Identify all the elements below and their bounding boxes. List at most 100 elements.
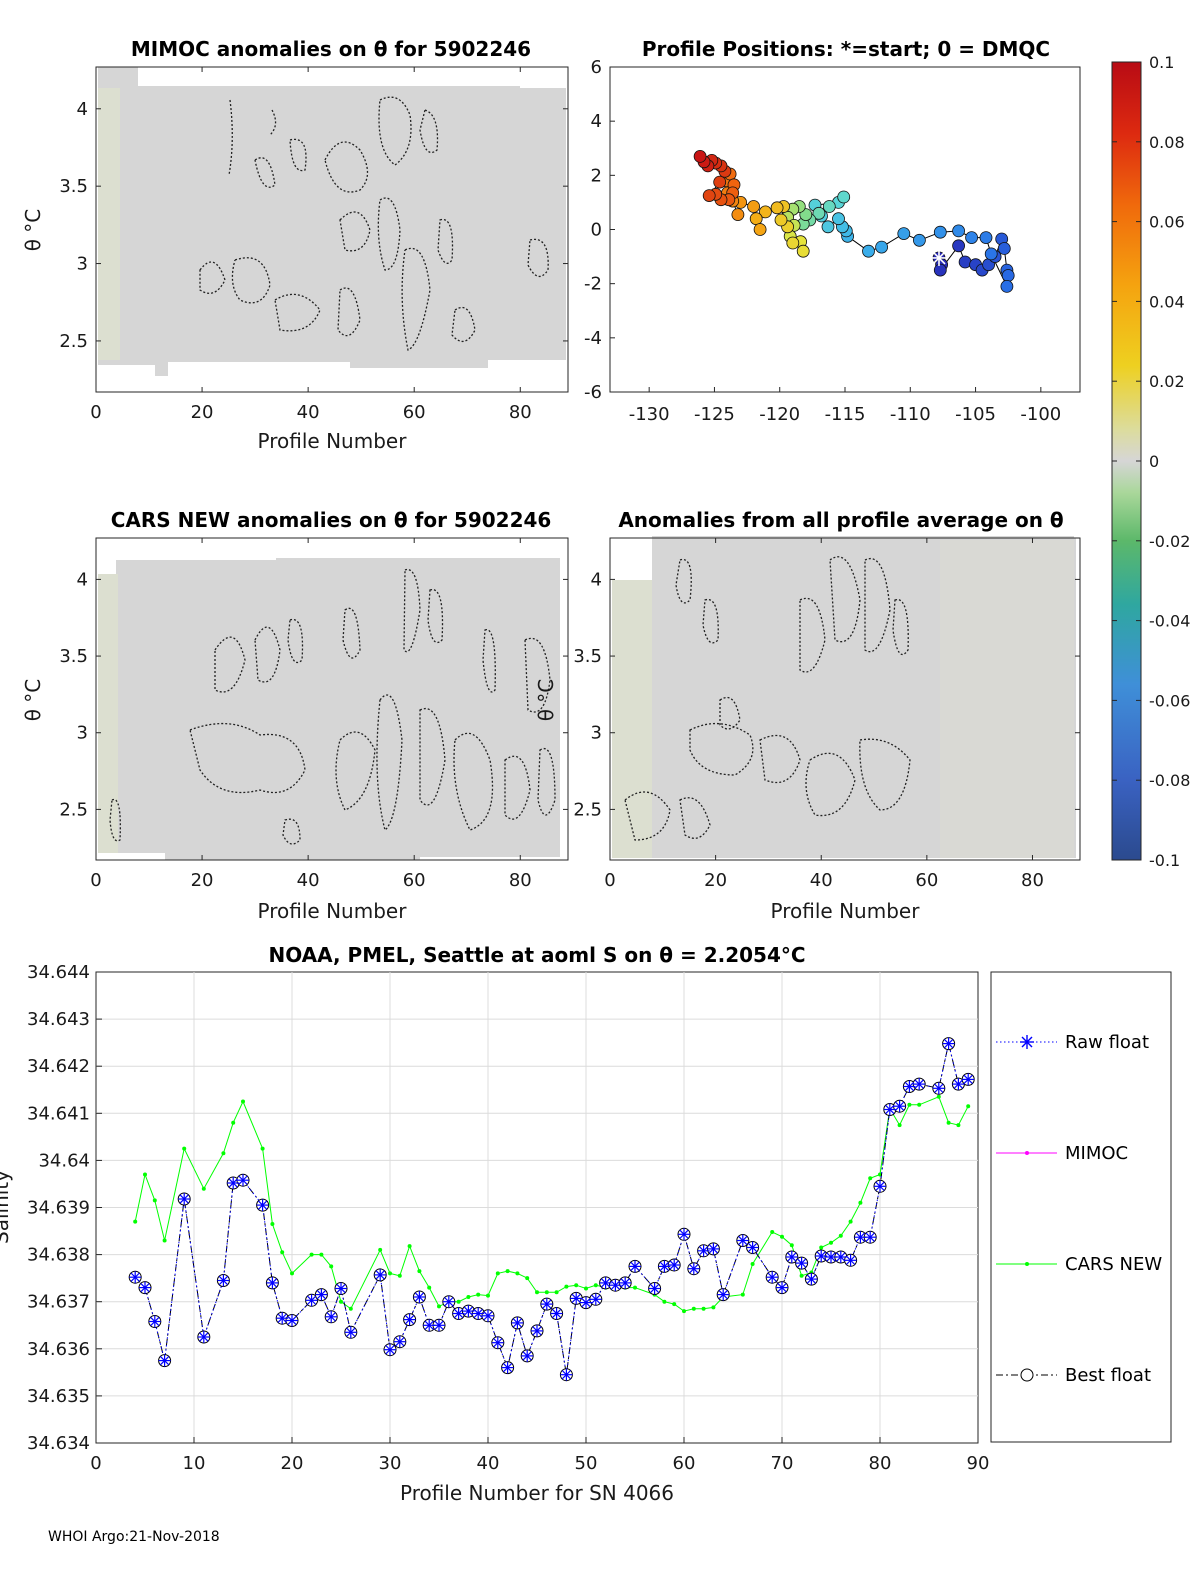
x-tick-label: 0 [604, 870, 615, 891]
cars-new-point [819, 1245, 824, 1250]
cars-new-point [682, 1309, 686, 1314]
cars-new-point [260, 1146, 265, 1151]
cars-new-point [407, 1244, 412, 1249]
cars-new-point [672, 1302, 677, 1307]
y-tick-label: 34.642 [27, 1056, 90, 1077]
asterisk-stroke [277, 1313, 287, 1323]
x-tick-label: 40 [477, 1453, 500, 1474]
cars-ylabel: θ °C [21, 679, 45, 722]
position-point [837, 190, 851, 204]
raw-float-point [668, 1259, 681, 1271]
raw-float-point [148, 1315, 161, 1328]
raw-float-point [962, 1073, 975, 1086]
avg-heatmap [612, 536, 1076, 858]
y-tick-label: 34.64 [38, 1150, 90, 1171]
position-point [693, 149, 707, 163]
raw-float-point [834, 1251, 847, 1263]
asterisk-stroke [159, 1355, 170, 1366]
position-point [952, 224, 965, 238]
cars-new-point [544, 1290, 549, 1295]
position-point [796, 244, 810, 258]
dot-marker-icon [1025, 1151, 1029, 1155]
raw-float-point [442, 1295, 455, 1308]
cars-new-point [466, 1295, 471, 1299]
y-tick-label: 2.5 [59, 331, 88, 352]
raw-float-point [217, 1274, 230, 1287]
avg-ylabel: θ °C [534, 679, 558, 722]
asterisk-stroke [620, 1278, 630, 1288]
y-tick-label: 3 [77, 254, 88, 275]
raw-float-point [276, 1312, 289, 1325]
cars-ticks: 0 20 40 60 80 2.5 3 3.5 4 [59, 538, 568, 891]
cars-new-point [339, 1299, 343, 1304]
avg-ticks: 0 20 40 60 80 2.5 3 3.5 4 [573, 538, 1080, 891]
position-point [759, 205, 772, 219]
cars-new-point [270, 1222, 275, 1226]
asterisk-stroke [963, 1074, 973, 1085]
cars-new-point [162, 1238, 167, 1243]
colorbar-tick-label: -0.02 [1149, 532, 1190, 551]
raw-float-point [256, 1199, 269, 1212]
positions-points [693, 149, 1015, 293]
asterisk-stroke [316, 1289, 327, 1300]
asterisk-stroke [444, 1297, 454, 1307]
cars-new-point [348, 1306, 353, 1311]
asterisk-stroke [836, 1252, 846, 1262]
asterisk-stroke [698, 1246, 709, 1256]
x-tick-label: -105 [955, 404, 996, 425]
asterisk-stroke [404, 1314, 415, 1325]
asterisk-stroke [199, 1332, 209, 1342]
colorbar: 0.1 0.08 0.06 0.04 0.02 0 -0.02 -0.04 -0.06 -0.08… [1111, 53, 1190, 870]
cars-new-point [201, 1186, 206, 1191]
asterisk-stroke [306, 1295, 317, 1305]
cars-new-point [740, 1292, 745, 1297]
asterisk-stroke [581, 1297, 591, 1308]
asterisk-stroke [718, 1289, 728, 1300]
raw-float-point [717, 1288, 730, 1301]
y-tick-label: 34.636 [27, 1339, 90, 1360]
cars-new-point [417, 1269, 422, 1274]
legend-label-raw-float: Raw float [1065, 1032, 1149, 1053]
asterisk-stroke [894, 1101, 905, 1111]
asterisk-stroke [336, 1283, 346, 1294]
x-tick-label: 0 [90, 870, 101, 891]
position-point [774, 213, 788, 227]
cars-new-point [515, 1271, 520, 1276]
raw-float-point [531, 1324, 543, 1337]
colorbar-tick-label: -0.06 [1149, 691, 1190, 710]
cars-new-point [241, 1099, 245, 1104]
colorbar-tick-label: 0.06 [1149, 213, 1185, 232]
position-point [984, 247, 998, 261]
mimoc-xlabel: Profile Number [258, 429, 408, 453]
cars-new-point [662, 1299, 667, 1304]
raw-float-point [413, 1291, 426, 1303]
asterisk-stroke [150, 1316, 160, 1327]
raw-float-point [511, 1316, 524, 1329]
asterisk-stroke [904, 1081, 915, 1092]
y-tick-label: 34.643 [27, 1009, 90, 1030]
colorbar-tick-label: 0.04 [1149, 292, 1185, 311]
position-point [933, 225, 947, 239]
x-tick-label: 50 [575, 1453, 598, 1474]
position-point [979, 231, 993, 245]
asterisk-stroke [238, 1175, 248, 1185]
position-point [702, 189, 716, 203]
cars-new-point [486, 1293, 490, 1298]
raw-float-point [785, 1251, 798, 1263]
cars-new-point [221, 1151, 226, 1156]
raw-float-point [736, 1234, 749, 1247]
raw-float-point [521, 1349, 534, 1362]
raw-float-point [305, 1294, 318, 1307]
y-tick-label: 4 [591, 569, 602, 590]
raw-float-point [491, 1336, 504, 1349]
legend-entry-cars-new: CARS NEW [996, 1254, 1162, 1275]
raw-float-point [403, 1313, 416, 1326]
salinity-lines [128, 1037, 975, 1382]
cars-new-point [946, 1120, 951, 1125]
asterisk-stroke [600, 1278, 611, 1288]
cars-new-point [780, 1234, 784, 1239]
raw-float-point [619, 1276, 632, 1289]
asterisk-stroke [885, 1104, 895, 1115]
legend-label-cars-new: CARS NEW [1065, 1254, 1162, 1275]
